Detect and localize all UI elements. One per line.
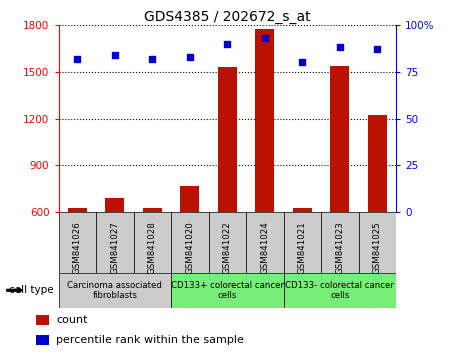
Text: percentile rank within the sample: percentile rank within the sample bbox=[56, 335, 244, 345]
Bar bbox=[171, 273, 284, 308]
Text: count: count bbox=[56, 315, 88, 325]
Bar bbox=[36, 315, 49, 325]
Text: GSM841020: GSM841020 bbox=[185, 222, 194, 274]
Point bbox=[224, 41, 231, 46]
Text: cell type: cell type bbox=[9, 285, 54, 295]
Point bbox=[261, 35, 268, 41]
Bar bbox=[284, 273, 396, 308]
Bar bbox=[321, 212, 359, 273]
Bar bbox=[330, 66, 349, 306]
Bar bbox=[359, 212, 396, 273]
Text: GSM841027: GSM841027 bbox=[110, 222, 119, 274]
Point bbox=[374, 46, 381, 52]
Bar bbox=[171, 212, 208, 273]
Bar bbox=[36, 335, 49, 345]
Bar bbox=[256, 29, 274, 306]
Bar bbox=[58, 212, 96, 273]
Text: GSM841025: GSM841025 bbox=[373, 222, 382, 274]
Point bbox=[111, 52, 118, 58]
Bar bbox=[180, 186, 199, 306]
Bar bbox=[134, 212, 171, 273]
Bar bbox=[284, 212, 321, 273]
Text: CD133+ colorectal cancer
cells: CD133+ colorectal cancer cells bbox=[171, 281, 284, 300]
Point bbox=[299, 59, 306, 65]
Bar bbox=[246, 212, 284, 273]
Text: GSM841022: GSM841022 bbox=[223, 222, 232, 274]
Point bbox=[148, 56, 156, 61]
Bar bbox=[368, 115, 387, 306]
Bar bbox=[143, 209, 162, 306]
Text: GSM841026: GSM841026 bbox=[73, 222, 82, 274]
Text: GSM841021: GSM841021 bbox=[298, 222, 307, 274]
Bar bbox=[293, 209, 311, 306]
Bar bbox=[208, 212, 246, 273]
Text: CD133- colorectal cancer
cells: CD133- colorectal cancer cells bbox=[285, 281, 394, 300]
Text: Carcinoma associated
fibroblasts: Carcinoma associated fibroblasts bbox=[68, 281, 162, 300]
Text: GSM841024: GSM841024 bbox=[260, 222, 269, 274]
Bar bbox=[96, 212, 134, 273]
Bar bbox=[105, 198, 124, 306]
Bar bbox=[68, 209, 86, 306]
Bar bbox=[58, 273, 171, 308]
Point bbox=[336, 45, 343, 50]
Title: GDS4385 / 202672_s_at: GDS4385 / 202672_s_at bbox=[144, 10, 310, 24]
Text: GSM841023: GSM841023 bbox=[335, 222, 344, 274]
Point bbox=[74, 56, 81, 61]
Text: GSM841028: GSM841028 bbox=[148, 222, 157, 274]
Point bbox=[186, 54, 194, 59]
Bar bbox=[218, 67, 237, 306]
